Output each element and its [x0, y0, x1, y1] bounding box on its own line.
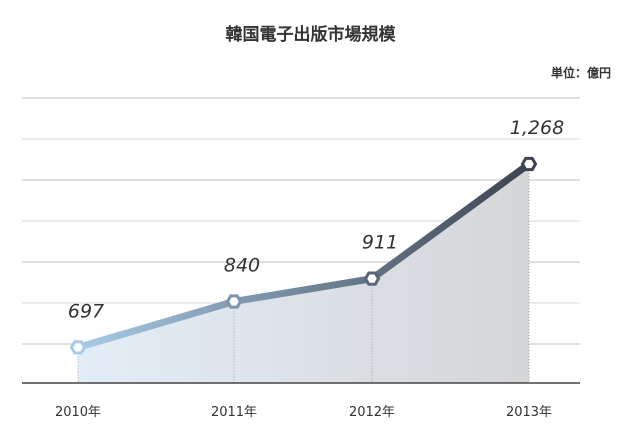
chart-title: 韓国電子出版市場規模 — [225, 25, 396, 45]
x-tick-label: 2012年 — [349, 405, 395, 420]
x-tick-label: 2013年 — [506, 405, 552, 420]
x-tick-label: 2011年 — [211, 405, 257, 420]
series-line — [74, 160, 533, 351]
data-label: 911 — [362, 232, 398, 254]
data-point — [69, 340, 87, 355]
data-point — [225, 294, 243, 309]
unit-label: 単位：億円 — [550, 66, 611, 80]
data-label: 1,268 — [510, 117, 564, 139]
data-label: 697 — [68, 300, 104, 322]
x-tick-label: 2010年 — [55, 405, 101, 420]
data-label: 840 — [224, 254, 260, 276]
data-point — [520, 156, 538, 172]
area-fill — [78, 164, 529, 383]
data-point — [363, 271, 381, 286]
